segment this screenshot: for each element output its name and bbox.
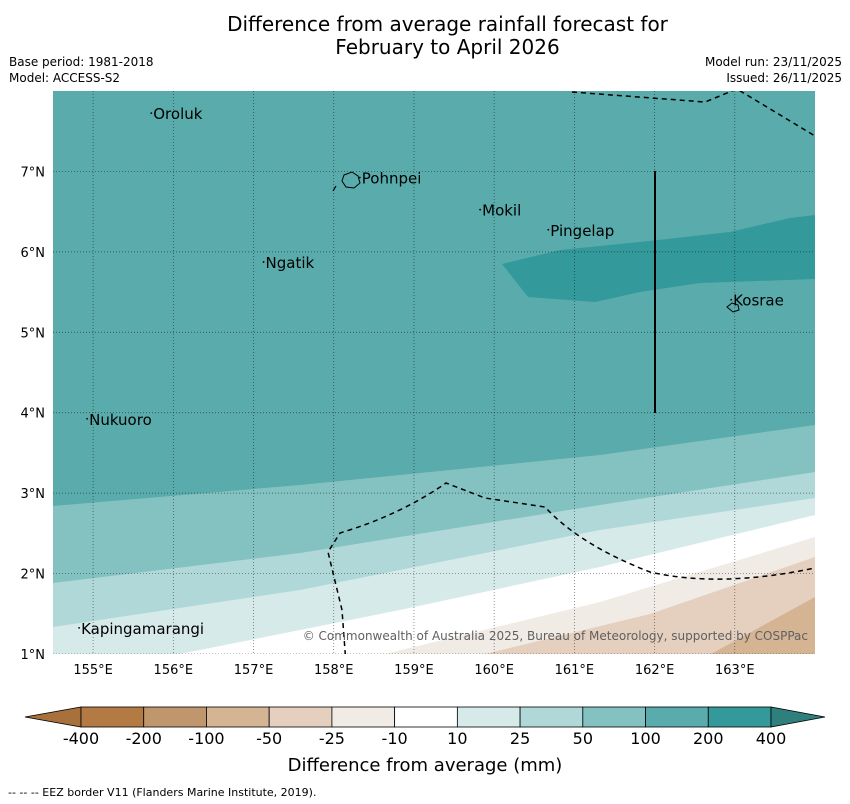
eez-border-north xyxy=(571,91,815,137)
place-label: Pingelap xyxy=(550,222,614,240)
lon-tick-label: 160°E xyxy=(474,663,514,678)
colorbar-label: 25 xyxy=(509,729,531,748)
colorbar-title: Difference from average (mm) xyxy=(287,755,563,776)
colorbar-label: 10 xyxy=(447,729,468,748)
colorbar-segment xyxy=(143,706,207,728)
colorbar-label: 50 xyxy=(572,729,593,748)
lon-tick-label: 158°E xyxy=(314,663,354,678)
latitude-tick-labels: 1°N 2°N 3°N 4°N 5°N 6°N 7°N xyxy=(21,165,46,663)
place-label: Kapingamarangi xyxy=(81,620,204,638)
eez-border-fragment xyxy=(332,185,337,192)
place-marker xyxy=(150,112,153,115)
lon-tick-label: 157°E xyxy=(234,663,274,678)
band-minus-25-50 xyxy=(484,557,815,654)
kosrae-island-outline xyxy=(726,302,740,313)
map-area: Oroluk Pohnpei Mokil Pingelap Ngatik Kosrae Nu… xyxy=(53,91,815,654)
lon-tick-label: 161°E xyxy=(555,663,595,678)
colorbar-segment xyxy=(707,706,772,728)
colorbar-segment xyxy=(80,706,145,728)
colorbar-label: -200 xyxy=(125,729,162,748)
colorbar-segment xyxy=(645,706,709,728)
colorbar-labels: -400 -200 -100 -50 -25 -10 10 25 50 100 200 400 xyxy=(0,729,850,749)
model-name: Model: ACCESS-S2 xyxy=(9,71,121,85)
lon-tick-label: 159°E xyxy=(394,663,434,678)
lon-tick-label: 156°E xyxy=(154,663,194,678)
colorbar-label: -10 xyxy=(381,729,408,748)
lon-tick-label: 162°E xyxy=(635,663,675,678)
colorbar-segment xyxy=(206,706,270,728)
copyright-notice: © Commonwealth of Australia 2025, Bureau… xyxy=(303,629,808,643)
colorbar-segment xyxy=(394,706,458,728)
colorbar-label: 200 xyxy=(692,729,724,748)
chart-title: Difference from average rainfall forecas… xyxy=(0,13,850,59)
run-info: Model run: 23/11/2025 Issued: 26/11/2025 xyxy=(705,54,842,86)
place-marker xyxy=(479,208,482,211)
lat-tick-label: 7°N xyxy=(21,165,46,180)
lat-tick-label: 6°N xyxy=(21,246,46,261)
issued-date: Issued: 26/11/2025 xyxy=(726,71,842,85)
colorbar-segment xyxy=(456,706,521,728)
colorbar-label: -50 xyxy=(256,729,283,748)
pohnpei-island-outline xyxy=(341,171,361,189)
model-info: Base period: 1981-2018 Model: ACCESS-S2 xyxy=(9,54,154,86)
band-200-400 xyxy=(502,215,815,302)
colorbar-segment xyxy=(331,706,396,728)
longitude-tick-labels: 155°E 156°E 157°E 158°E 159°E 160°E 161°E 162°E… xyxy=(73,663,754,678)
place-marker xyxy=(262,261,265,263)
place-labels: Oroluk Pohnpei Mokil Pingelap Ngatik Kosrae Nu… xyxy=(78,105,784,638)
place-marker xyxy=(78,626,80,629)
place-marker xyxy=(547,228,550,231)
eez-border-south xyxy=(327,482,815,654)
lat-tick-label: 3°N xyxy=(21,487,46,502)
title-line-2: February to April 2026 xyxy=(335,35,560,59)
lat-tick-label: 2°N xyxy=(21,568,46,583)
place-label: Kosrae xyxy=(733,292,784,310)
colorbar-segment xyxy=(519,706,584,728)
place-label: Ngatik xyxy=(266,254,315,272)
colorbar-label: -100 xyxy=(188,729,225,748)
eez-footnote: -- -- -- EEZ border V11 (Flanders Marine… xyxy=(8,786,317,799)
place-label: Oroluk xyxy=(153,105,202,123)
lat-tick-label: 5°N xyxy=(21,326,46,341)
place-marker xyxy=(358,176,361,179)
place-label: Nukuoro xyxy=(89,411,152,429)
colorbar xyxy=(24,706,826,728)
colorbar-extend-low xyxy=(24,706,82,728)
colorbar-extend-high xyxy=(770,706,826,728)
place-marker xyxy=(730,298,733,301)
colorbar-label: 100 xyxy=(630,729,661,748)
lat-tick-label: 1°N xyxy=(21,648,46,663)
place-label: Mokil xyxy=(482,202,521,220)
place-marker xyxy=(86,417,88,420)
band-minus-50-100 xyxy=(710,597,815,654)
colorbar-segment xyxy=(582,706,646,728)
place-label: Pohnpei xyxy=(362,169,422,187)
lon-tick-label: 163°E xyxy=(715,663,755,678)
model-run-date: Model run: 23/11/2025 xyxy=(704,55,842,69)
colorbar-label: 400 xyxy=(755,729,787,748)
lat-tick-label: 4°N xyxy=(21,407,46,422)
lon-tick-label: 155°E xyxy=(73,663,113,678)
title-line-1: Difference from average rainfall forecas… xyxy=(227,12,668,36)
base-period: Base period: 1981-2018 xyxy=(9,55,154,69)
colorbar-label: -25 xyxy=(318,729,345,748)
colorbar-label: -400 xyxy=(62,729,100,748)
colorbar-segment xyxy=(268,706,333,728)
